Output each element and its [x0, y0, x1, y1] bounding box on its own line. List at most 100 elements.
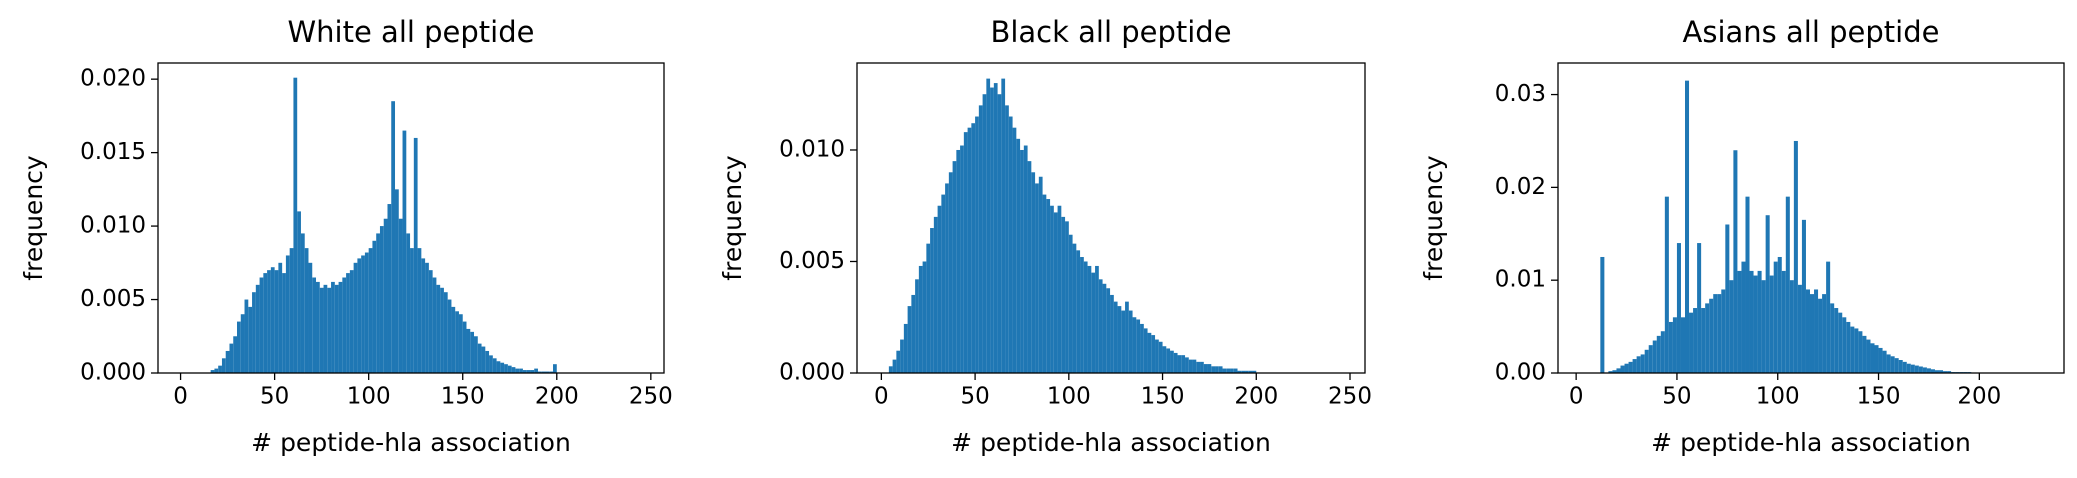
- bar: [971, 123, 976, 374]
- bar: [349, 270, 354, 373]
- bar: [1793, 140, 1798, 373]
- bar: [553, 364, 557, 373]
- bar: [1207, 364, 1212, 373]
- bar: [289, 248, 294, 373]
- bar: [481, 346, 486, 373]
- y-tick-label: 0.020: [80, 66, 146, 92]
- bar: [511, 367, 516, 373]
- bar: [1155, 339, 1159, 373]
- bar: [1102, 283, 1107, 373]
- bar: [1140, 323, 1144, 373]
- bar: [447, 299, 452, 373]
- bar: [1110, 294, 1114, 373]
- bar: [1741, 261, 1746, 373]
- bar: [1027, 161, 1032, 373]
- bar: [1680, 317, 1686, 373]
- bar: [293, 77, 298, 373]
- bar: [978, 105, 983, 374]
- bar: [1769, 275, 1774, 373]
- bar: [960, 145, 964, 373]
- bar: [402, 130, 407, 373]
- bar: [1158, 341, 1163, 373]
- bar: [210, 370, 215, 373]
- bar: [1218, 366, 1223, 373]
- bar: [274, 270, 279, 373]
- bar: [1781, 270, 1786, 373]
- bar: [458, 314, 463, 373]
- bar: [922, 261, 927, 373]
- x-axis-label: # peptide-hla association: [1651, 428, 1971, 457]
- bar: [507, 365, 512, 373]
- chart-title: White all peptide: [288, 15, 535, 49]
- bar: [1050, 205, 1054, 373]
- y-axis-label: frequency: [718, 155, 747, 281]
- bar: [1773, 261, 1778, 373]
- y-tick-label: 0.03: [1495, 81, 1546, 107]
- bar: [915, 279, 919, 373]
- bar: [1713, 294, 1718, 373]
- bar: [237, 321, 241, 373]
- bar: [545, 371, 550, 373]
- bar: [1128, 310, 1133, 373]
- bar: [945, 183, 949, 373]
- bar: [1805, 289, 1810, 373]
- bar: [492, 358, 497, 373]
- bar: [1906, 363, 1911, 373]
- bar: [485, 350, 490, 373]
- bar: [1926, 368, 1931, 373]
- bar: [1068, 234, 1073, 373]
- bar: [1023, 145, 1028, 373]
- bar: [1008, 116, 1013, 373]
- bar: [1910, 364, 1915, 373]
- bar: [530, 370, 535, 373]
- bar: [474, 336, 478, 373]
- axes-frame: [157, 62, 665, 374]
- x-tick-label: 200: [1957, 384, 2001, 410]
- y-tick-label: 0.00: [1495, 360, 1546, 386]
- bar: [993, 83, 998, 373]
- bar: [1918, 366, 1923, 373]
- bar: [941, 194, 946, 373]
- bar: [1838, 312, 1843, 373]
- bar: [1035, 183, 1039, 373]
- bar: [522, 370, 527, 373]
- bar: [1894, 358, 1899, 373]
- bar: [244, 299, 249, 373]
- bar: [1656, 335, 1661, 373]
- bar: [956, 149, 961, 373]
- bar: [1248, 370, 1253, 373]
- bar: [1106, 288, 1111, 373]
- bar: [900, 339, 904, 373]
- bar: [1818, 298, 1823, 373]
- bar: [221, 358, 226, 373]
- bar: [1170, 350, 1174, 373]
- bar: [218, 365, 222, 373]
- bar: [1858, 331, 1863, 373]
- bar: [1166, 348, 1171, 373]
- y-tick-label: 0.000: [779, 360, 845, 386]
- bar: [1854, 328, 1859, 373]
- bar: [1822, 294, 1827, 373]
- bar: [1930, 369, 1935, 373]
- bar: [948, 172, 953, 373]
- bar: [1753, 275, 1758, 373]
- x-tick-label: 100: [1047, 384, 1091, 410]
- bar: [1065, 221, 1069, 373]
- bar: [417, 248, 422, 373]
- bar: [1693, 308, 1698, 373]
- bar: [312, 277, 317, 373]
- bar: [1745, 196, 1750, 373]
- bar: [1648, 345, 1653, 373]
- bar: [428, 270, 433, 373]
- x-axis-label: # peptide-hla association: [251, 428, 571, 457]
- bar: [1241, 370, 1246, 373]
- bar: [270, 267, 275, 373]
- bar: [387, 204, 392, 373]
- bar: [1939, 370, 1944, 373]
- bar: [1061, 216, 1066, 373]
- bar: [1177, 355, 1182, 373]
- bar: [1245, 370, 1249, 373]
- bar: [323, 284, 328, 373]
- bar: [421, 258, 426, 373]
- bar: [255, 284, 260, 373]
